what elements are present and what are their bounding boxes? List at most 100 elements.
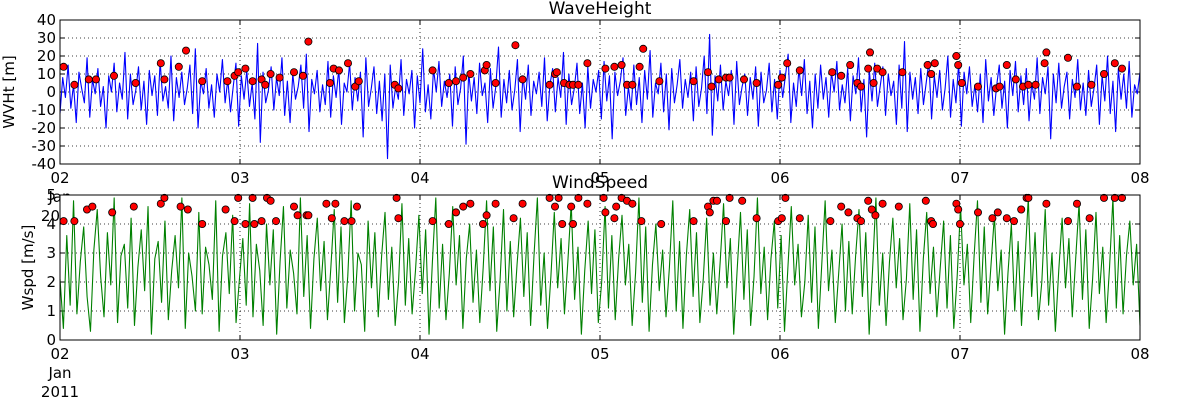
windspeed-marker <box>250 219 259 228</box>
waveheight-marker <box>1011 75 1020 84</box>
waveheight-marker <box>957 79 966 88</box>
windspeed-marker <box>160 193 169 202</box>
windspeed-marker <box>392 193 401 202</box>
windspeed-marker <box>183 205 192 214</box>
waveheight-marker <box>459 73 468 82</box>
waveheight-ylabel: WVHt [m] <box>0 55 18 128</box>
waveheight-marker <box>574 80 583 89</box>
waveheight-marker <box>837 71 846 80</box>
waveheight-marker <box>394 84 403 93</box>
waveheight-marker <box>304 37 313 46</box>
waveheight-ytick-label: 30 <box>37 29 56 47</box>
waveheight-marker <box>774 80 783 89</box>
waveheight-marker <box>995 82 1004 91</box>
waveheight-marker <box>84 75 93 84</box>
waveheight-marker <box>610 62 619 71</box>
waveheight-marker <box>1087 80 1096 89</box>
windspeed-ytick-label: 3 <box>46 244 56 262</box>
windspeed-marker <box>1085 214 1094 223</box>
waveheight-marker <box>1002 61 1011 70</box>
waveheight-marker <box>275 73 284 82</box>
windspeed-marker <box>545 193 554 202</box>
waveheight-series-line <box>59 33 1141 160</box>
windspeed-marker <box>628 199 637 208</box>
waveheight-xtick-label: 04 <box>410 169 429 187</box>
waveheight-marker <box>952 52 961 61</box>
windspeed-marker <box>567 202 576 211</box>
windspeed-marker <box>444 219 453 228</box>
windspeed-marker <box>738 196 747 205</box>
windspeed-marker <box>88 202 97 211</box>
windspeed-marker <box>993 208 1002 217</box>
waveheight-marker <box>927 70 936 79</box>
waveheight-marker <box>1040 59 1049 68</box>
windspeed-marker <box>293 211 302 220</box>
waveheight-marker <box>714 75 723 84</box>
waveheight-marker <box>752 79 761 88</box>
waveheight-marker <box>655 77 664 86</box>
waveheight-marker <box>325 79 334 88</box>
windspeed-marker <box>921 196 930 205</box>
waveheight-ytick-label: -10 <box>32 101 57 119</box>
windspeed-marker <box>795 214 804 223</box>
windspeed-marker <box>478 219 487 228</box>
waveheight-xtick-label: 06 <box>770 169 789 187</box>
windspeed-marker <box>428 217 437 226</box>
waveheight-marker <box>783 59 792 68</box>
windspeed-marker <box>610 214 619 223</box>
windspeed-marker <box>871 211 880 220</box>
windspeed-marker <box>491 199 500 208</box>
waveheight-panel: -40-30-20-1001020304002030405060708Jan20… <box>0 0 1150 225</box>
windspeed-marker <box>198 219 207 228</box>
waveheight-marker <box>1042 48 1051 57</box>
waveheight-marker <box>70 80 79 89</box>
windspeed-marker <box>705 208 714 217</box>
windspeed-marker <box>599 193 608 202</box>
windspeed-marker <box>340 217 349 226</box>
windspeed-xtick-label: 05 <box>590 345 609 363</box>
waveheight-marker <box>289 68 298 77</box>
waveheight-marker <box>777 73 786 82</box>
waveheight-marker <box>174 62 183 71</box>
windspeed-xtick-label: 04 <box>410 345 429 363</box>
windspeed-marker <box>304 211 313 220</box>
windspeed-marker <box>466 199 475 208</box>
waveheight-marker <box>707 82 716 91</box>
windspeed-marker <box>574 193 583 202</box>
waveheight-marker <box>828 68 837 77</box>
windspeed-marker <box>894 202 903 211</box>
waveheight-marker <box>704 68 713 77</box>
waveheight-marker <box>689 77 698 86</box>
waveheight-marker <box>1073 82 1082 91</box>
waveheight-marker <box>866 48 875 57</box>
windspeed-ytick-label: 0 <box>46 331 56 349</box>
windspeed-marker <box>518 199 527 208</box>
windspeed-marker <box>176 202 185 211</box>
waveheight-marker <box>156 59 165 68</box>
waveheight-marker <box>725 73 734 82</box>
waveheight-marker <box>923 61 932 70</box>
waveheight-marker <box>511 41 520 50</box>
windspeed-xtick-label: 02 <box>50 345 69 363</box>
windspeed-marker <box>241 219 250 228</box>
windspeed-marker <box>1064 217 1073 226</box>
windspeed-marker <box>331 199 340 208</box>
windspeed-marker <box>713 196 722 205</box>
waveheight-xtick-label: 07 <box>950 169 969 187</box>
waveheight-marker <box>601 64 610 73</box>
windspeed-marker <box>327 214 336 223</box>
windspeed-marker <box>558 219 567 228</box>
waveheight-marker <box>466 70 475 79</box>
waveheight-marker <box>617 61 626 70</box>
windspeed-marker <box>551 202 560 211</box>
waveheight-marker <box>181 46 190 55</box>
waveheight-marker <box>160 75 169 84</box>
windspeed-marker <box>844 208 853 217</box>
windspeed-marker <box>781 193 790 202</box>
waveheight-marker <box>428 66 437 75</box>
waveheight-ytick-label: 0 <box>46 83 56 101</box>
waveheight-ytick-label: 40 <box>37 11 56 29</box>
waveheight-marker <box>873 64 882 73</box>
waveheight-marker <box>351 82 360 91</box>
waveheight-marker <box>261 80 270 89</box>
